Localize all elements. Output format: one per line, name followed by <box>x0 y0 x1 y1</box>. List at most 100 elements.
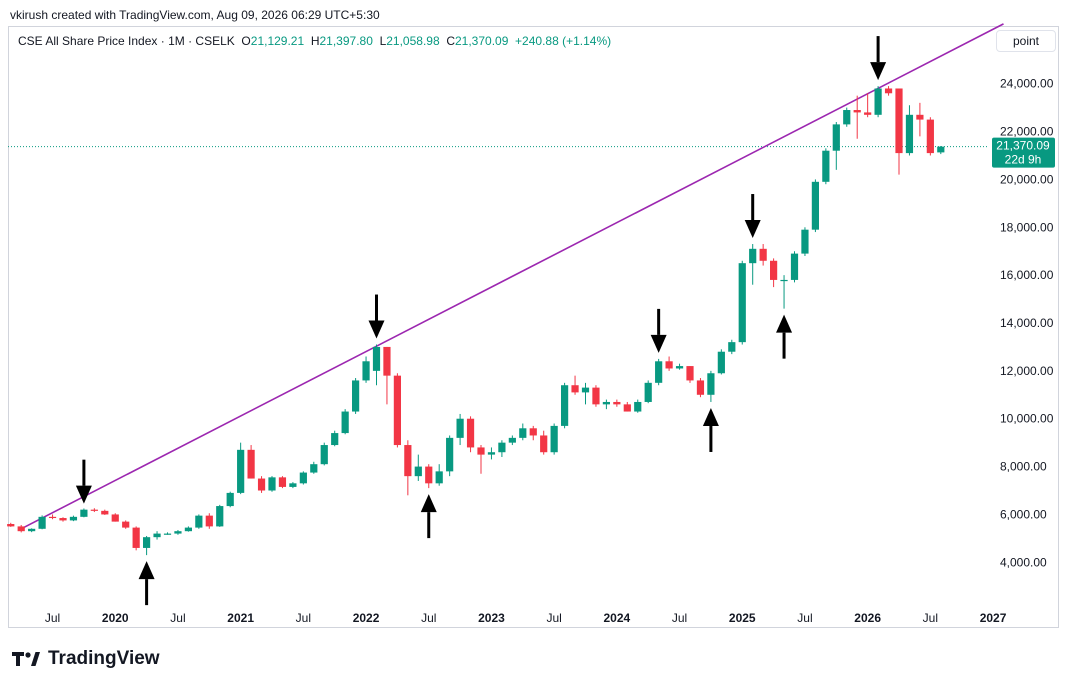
candle[interactable] <box>247 445 255 479</box>
candle[interactable] <box>519 423 527 441</box>
candle[interactable] <box>759 244 767 266</box>
candle[interactable] <box>310 461 318 474</box>
candle[interactable] <box>801 227 809 256</box>
candle[interactable] <box>655 358 663 386</box>
candle[interactable] <box>372 344 381 386</box>
candle[interactable] <box>498 440 506 458</box>
candle[interactable] <box>90 508 98 513</box>
candle[interactable] <box>17 524 25 533</box>
candle[interactable] <box>362 356 370 383</box>
candle[interactable] <box>111 513 119 522</box>
candle[interactable] <box>174 529 182 535</box>
trendline[interactable] <box>20 23 1004 530</box>
candle[interactable] <box>226 491 234 508</box>
candle[interactable] <box>738 260 746 345</box>
candle[interactable] <box>268 476 276 492</box>
candle[interactable] <box>644 380 652 404</box>
symbol-title[interactable]: CSE All Share Price Index · 1M · CSELK <box>18 34 235 48</box>
candle[interactable] <box>843 107 851 127</box>
candle[interactable] <box>675 363 684 370</box>
candle[interactable] <box>728 339 736 355</box>
candle[interactable] <box>749 244 757 285</box>
candle[interactable] <box>383 346 391 405</box>
candle[interactable] <box>592 385 600 407</box>
candle[interactable] <box>623 401 631 412</box>
candle[interactable] <box>581 382 590 405</box>
candle[interactable] <box>602 399 610 410</box>
candle[interactable] <box>404 440 412 496</box>
candle[interactable] <box>832 121 840 170</box>
candle[interactable] <box>122 520 130 529</box>
candle[interactable] <box>696 378 705 398</box>
candle[interactable] <box>508 435 516 446</box>
candle[interactable] <box>38 515 46 530</box>
candle[interactable] <box>634 399 642 413</box>
candle[interactable] <box>69 515 78 522</box>
candle[interactable] <box>28 528 36 533</box>
up-arrow-annotation[interactable] <box>776 314 793 359</box>
candle[interactable] <box>132 526 140 551</box>
candle[interactable] <box>937 145 945 155</box>
candle[interactable] <box>59 517 67 522</box>
candle[interactable] <box>257 476 266 493</box>
candle[interactable] <box>299 471 307 485</box>
candle[interactable] <box>864 93 872 118</box>
candle[interactable] <box>853 95 861 139</box>
candle[interactable] <box>456 413 464 446</box>
candle[interactable] <box>278 476 287 489</box>
candle[interactable] <box>7 522 15 527</box>
candle[interactable] <box>561 382 569 429</box>
candle[interactable] <box>435 464 443 486</box>
candle[interactable] <box>289 482 297 489</box>
candle[interactable] <box>425 464 433 489</box>
candle[interactable] <box>341 409 349 435</box>
price-scale-mode-button[interactable]: point <box>996 30 1056 52</box>
candle[interactable] <box>874 86 882 118</box>
down-arrow-annotation[interactable] <box>870 36 887 81</box>
up-arrow-annotation[interactable] <box>138 561 155 606</box>
candle[interactable] <box>80 508 88 518</box>
candle[interactable] <box>184 526 192 532</box>
candle[interactable] <box>780 275 788 309</box>
down-arrow-annotation[interactable] <box>744 194 761 239</box>
candle[interactable] <box>884 86 893 96</box>
candle[interactable] <box>926 117 934 156</box>
candle[interactable] <box>571 375 579 395</box>
candle[interactable] <box>466 416 475 453</box>
candle[interactable] <box>770 258 778 288</box>
candle[interactable] <box>717 349 725 375</box>
up-arrow-annotation[interactable] <box>702 407 719 452</box>
up-arrow-annotation[interactable] <box>420 494 437 539</box>
candle[interactable] <box>540 430 548 455</box>
tradingview-logo[interactable]: TradingView <box>12 648 160 670</box>
candle[interactable] <box>237 442 245 495</box>
candle[interactable] <box>477 445 485 474</box>
candlestick-chart[interactable]: 4,000.00 6,000.00 8,000.00 10,000.00 12,000.… <box>0 0 1068 640</box>
candle[interactable] <box>665 356 673 371</box>
candle[interactable] <box>216 504 224 527</box>
candle[interactable] <box>613 399 621 407</box>
down-arrow-annotation[interactable] <box>75 459 92 504</box>
candle[interactable] <box>48 514 57 520</box>
candle[interactable] <box>905 105 914 156</box>
candle[interactable] <box>446 435 454 477</box>
candle[interactable] <box>352 378 360 414</box>
candle[interactable] <box>811 179 819 233</box>
down-arrow-annotation[interactable] <box>368 294 385 339</box>
candle[interactable] <box>707 370 715 402</box>
candle[interactable] <box>393 373 401 448</box>
candle[interactable] <box>550 423 558 455</box>
candle[interactable] <box>320 442 328 466</box>
candle[interactable] <box>205 513 213 529</box>
candle[interactable] <box>331 430 339 447</box>
down-arrow-annotation[interactable] <box>650 308 667 353</box>
candle[interactable] <box>414 454 422 481</box>
candle[interactable] <box>916 102 924 137</box>
candle[interactable] <box>153 531 161 540</box>
candle[interactable] <box>529 425 537 441</box>
candle[interactable] <box>895 88 903 175</box>
candle[interactable] <box>487 447 496 460</box>
candle[interactable] <box>822 148 830 185</box>
candle[interactable] <box>163 532 172 535</box>
candle[interactable] <box>195 514 203 529</box>
